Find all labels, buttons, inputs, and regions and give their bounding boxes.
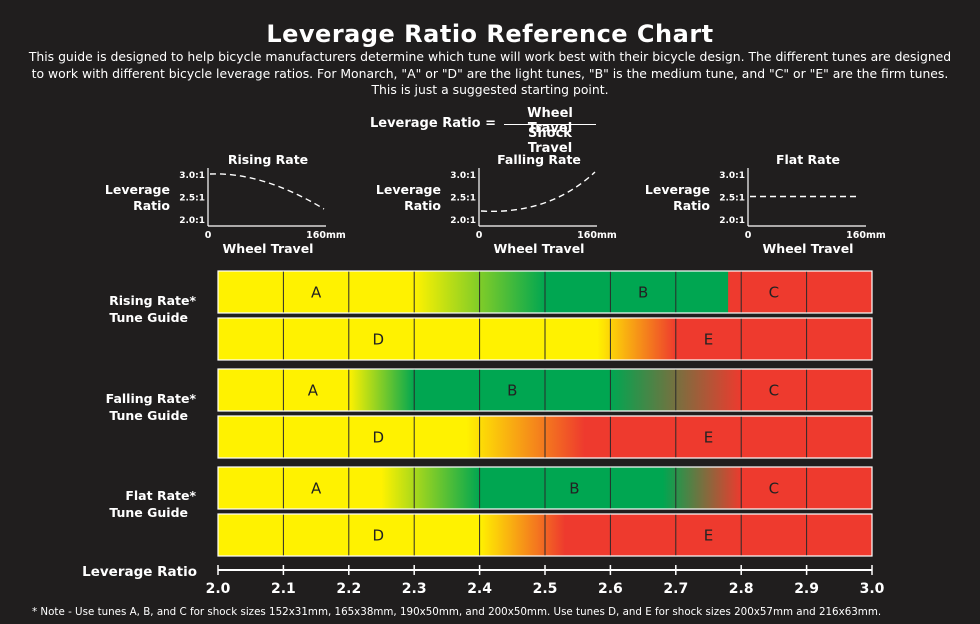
mini-chart-xtick: 0 — [745, 230, 752, 241]
mini-chart-ytick: 2.0:1 — [719, 216, 745, 226]
group-label: Flat Rate* — [125, 488, 196, 503]
tune-band — [218, 271, 415, 313]
x-tick-label: 2.9 — [794, 581, 819, 597]
tune-label: A — [308, 382, 319, 400]
mini-chart-ytick: 2.5:1 — [179, 194, 205, 204]
tune-label: B — [569, 480, 579, 498]
tune-band — [479, 514, 566, 556]
tune-band — [218, 514, 481, 556]
x-tick-label: 2.6 — [598, 581, 623, 597]
tune-label: D — [372, 429, 384, 447]
x-tick-label: 3.0 — [860, 581, 885, 597]
tune-band — [218, 467, 382, 509]
tune-band — [741, 467, 873, 509]
tune-band — [466, 416, 585, 458]
mini-chart-ytick: 3.0:1 — [719, 171, 745, 181]
tune-label: C — [769, 382, 779, 400]
tune-label: E — [704, 429, 713, 447]
x-tick-label: 2.4 — [467, 581, 492, 597]
group-label: Falling Rate* — [106, 391, 197, 406]
mini-chart-ytick: 3.0:1 — [450, 171, 476, 181]
tune-label: A — [311, 284, 322, 302]
x-tick-label: 2.8 — [729, 581, 754, 597]
tune-band — [218, 416, 468, 458]
group-label: Tune Guide — [109, 505, 188, 520]
formula-lhs: Leverage Ratio = — [369, 116, 496, 131]
mini-chart-xtick: 160mm — [577, 230, 617, 241]
tune-band — [381, 467, 481, 509]
mini-chart-xlabel: Wheel Travel — [763, 241, 854, 256]
x-tick-label: 2.1 — [271, 581, 296, 597]
tune-label: C — [769, 284, 779, 302]
mini-chart-xtick: 160mm — [846, 230, 886, 241]
mini-chart-xtick: 0 — [476, 230, 483, 241]
tune-band — [584, 416, 873, 458]
x-tick-label: 2.5 — [533, 581, 558, 597]
tune-band — [348, 369, 415, 411]
tune-band — [414, 369, 611, 411]
mini-chart-xlabel: Wheel Travel — [494, 241, 585, 256]
tune-label: B — [638, 284, 648, 302]
tune-band — [564, 514, 873, 556]
tune-row-border — [217, 368, 873, 412]
x-tick-label: 2.0 — [206, 581, 231, 597]
group-label: Rising Rate* — [109, 293, 196, 308]
tune-band — [728, 271, 873, 313]
tune-row-border — [217, 415, 873, 459]
mini-chart-xlabel: Wheel Travel — [223, 241, 314, 256]
mini-chart-xtick: 160mm — [306, 230, 346, 241]
tune-band — [218, 369, 350, 411]
group-label: Tune Guide — [109, 408, 188, 423]
tune-band — [610, 369, 742, 411]
tune-row-border — [217, 513, 873, 557]
tune-label: C — [769, 480, 779, 498]
mini-chart-curve — [480, 171, 596, 213]
mini-chart-ytick: 2.5:1 — [450, 194, 476, 204]
mini-chart-ylabel: Ratio — [404, 198, 441, 213]
mini-chart-title: Flat Rate — [776, 152, 840, 167]
formula-denominator: Shock Travel — [527, 126, 573, 156]
mini-chart-ytick: 3.0:1 — [179, 171, 205, 181]
mini-chart-title: Rising Rate — [228, 152, 308, 167]
x-tick-label: 2.2 — [336, 581, 361, 597]
tune-band — [218, 318, 598, 360]
group-label: Tune Guide — [109, 310, 188, 325]
tune-row-border — [217, 466, 873, 510]
formula-fraction-bar — [504, 124, 596, 125]
tune-label: B — [507, 382, 517, 400]
leverage-ratio-formula: Leverage Ratio = Wheel Travel Shock Trav… — [0, 106, 980, 156]
mini-chart-ylabel: Leverage — [376, 182, 441, 197]
tune-label: D — [372, 527, 384, 545]
footnote: * Note - Use tunes A, B, and C for shock… — [32, 606, 881, 618]
tune-band — [545, 271, 729, 313]
tune-row-border — [217, 317, 873, 361]
mini-chart-xtick: 0 — [205, 230, 212, 241]
tune-band — [414, 271, 546, 313]
tune-row-border — [217, 270, 873, 314]
mini-chart-ytick: 2.0:1 — [179, 216, 205, 226]
tune-label: E — [704, 331, 713, 349]
mini-chart-ytick: 2.0:1 — [450, 216, 476, 226]
mini-chart-ylabel: Leverage — [105, 182, 170, 197]
chart-title: Leverage Ratio Reference Chart — [266, 20, 714, 48]
mini-chart-ytick: 2.5:1 — [719, 194, 745, 204]
tune-band — [597, 318, 677, 360]
chart-description: This guide is designed to help bicycle m… — [28, 49, 952, 97]
mini-chart-ylabel: Ratio — [133, 198, 170, 213]
x-axis-label: Leverage Ratio — [82, 564, 197, 580]
tune-band — [479, 467, 664, 509]
tune-band — [675, 318, 873, 360]
mini-chart-curve — [209, 173, 325, 210]
mini-chart-ylabel: Ratio — [673, 198, 710, 213]
x-tick-label: 2.3 — [402, 581, 427, 597]
tune-label: E — [704, 527, 713, 545]
x-tick-label: 2.7 — [663, 581, 688, 597]
tune-band — [662, 467, 742, 509]
tune-label: D — [372, 331, 384, 349]
tune-label: A — [311, 480, 322, 498]
mini-chart-ylabel: Leverage — [645, 182, 710, 197]
tune-band — [741, 369, 873, 411]
